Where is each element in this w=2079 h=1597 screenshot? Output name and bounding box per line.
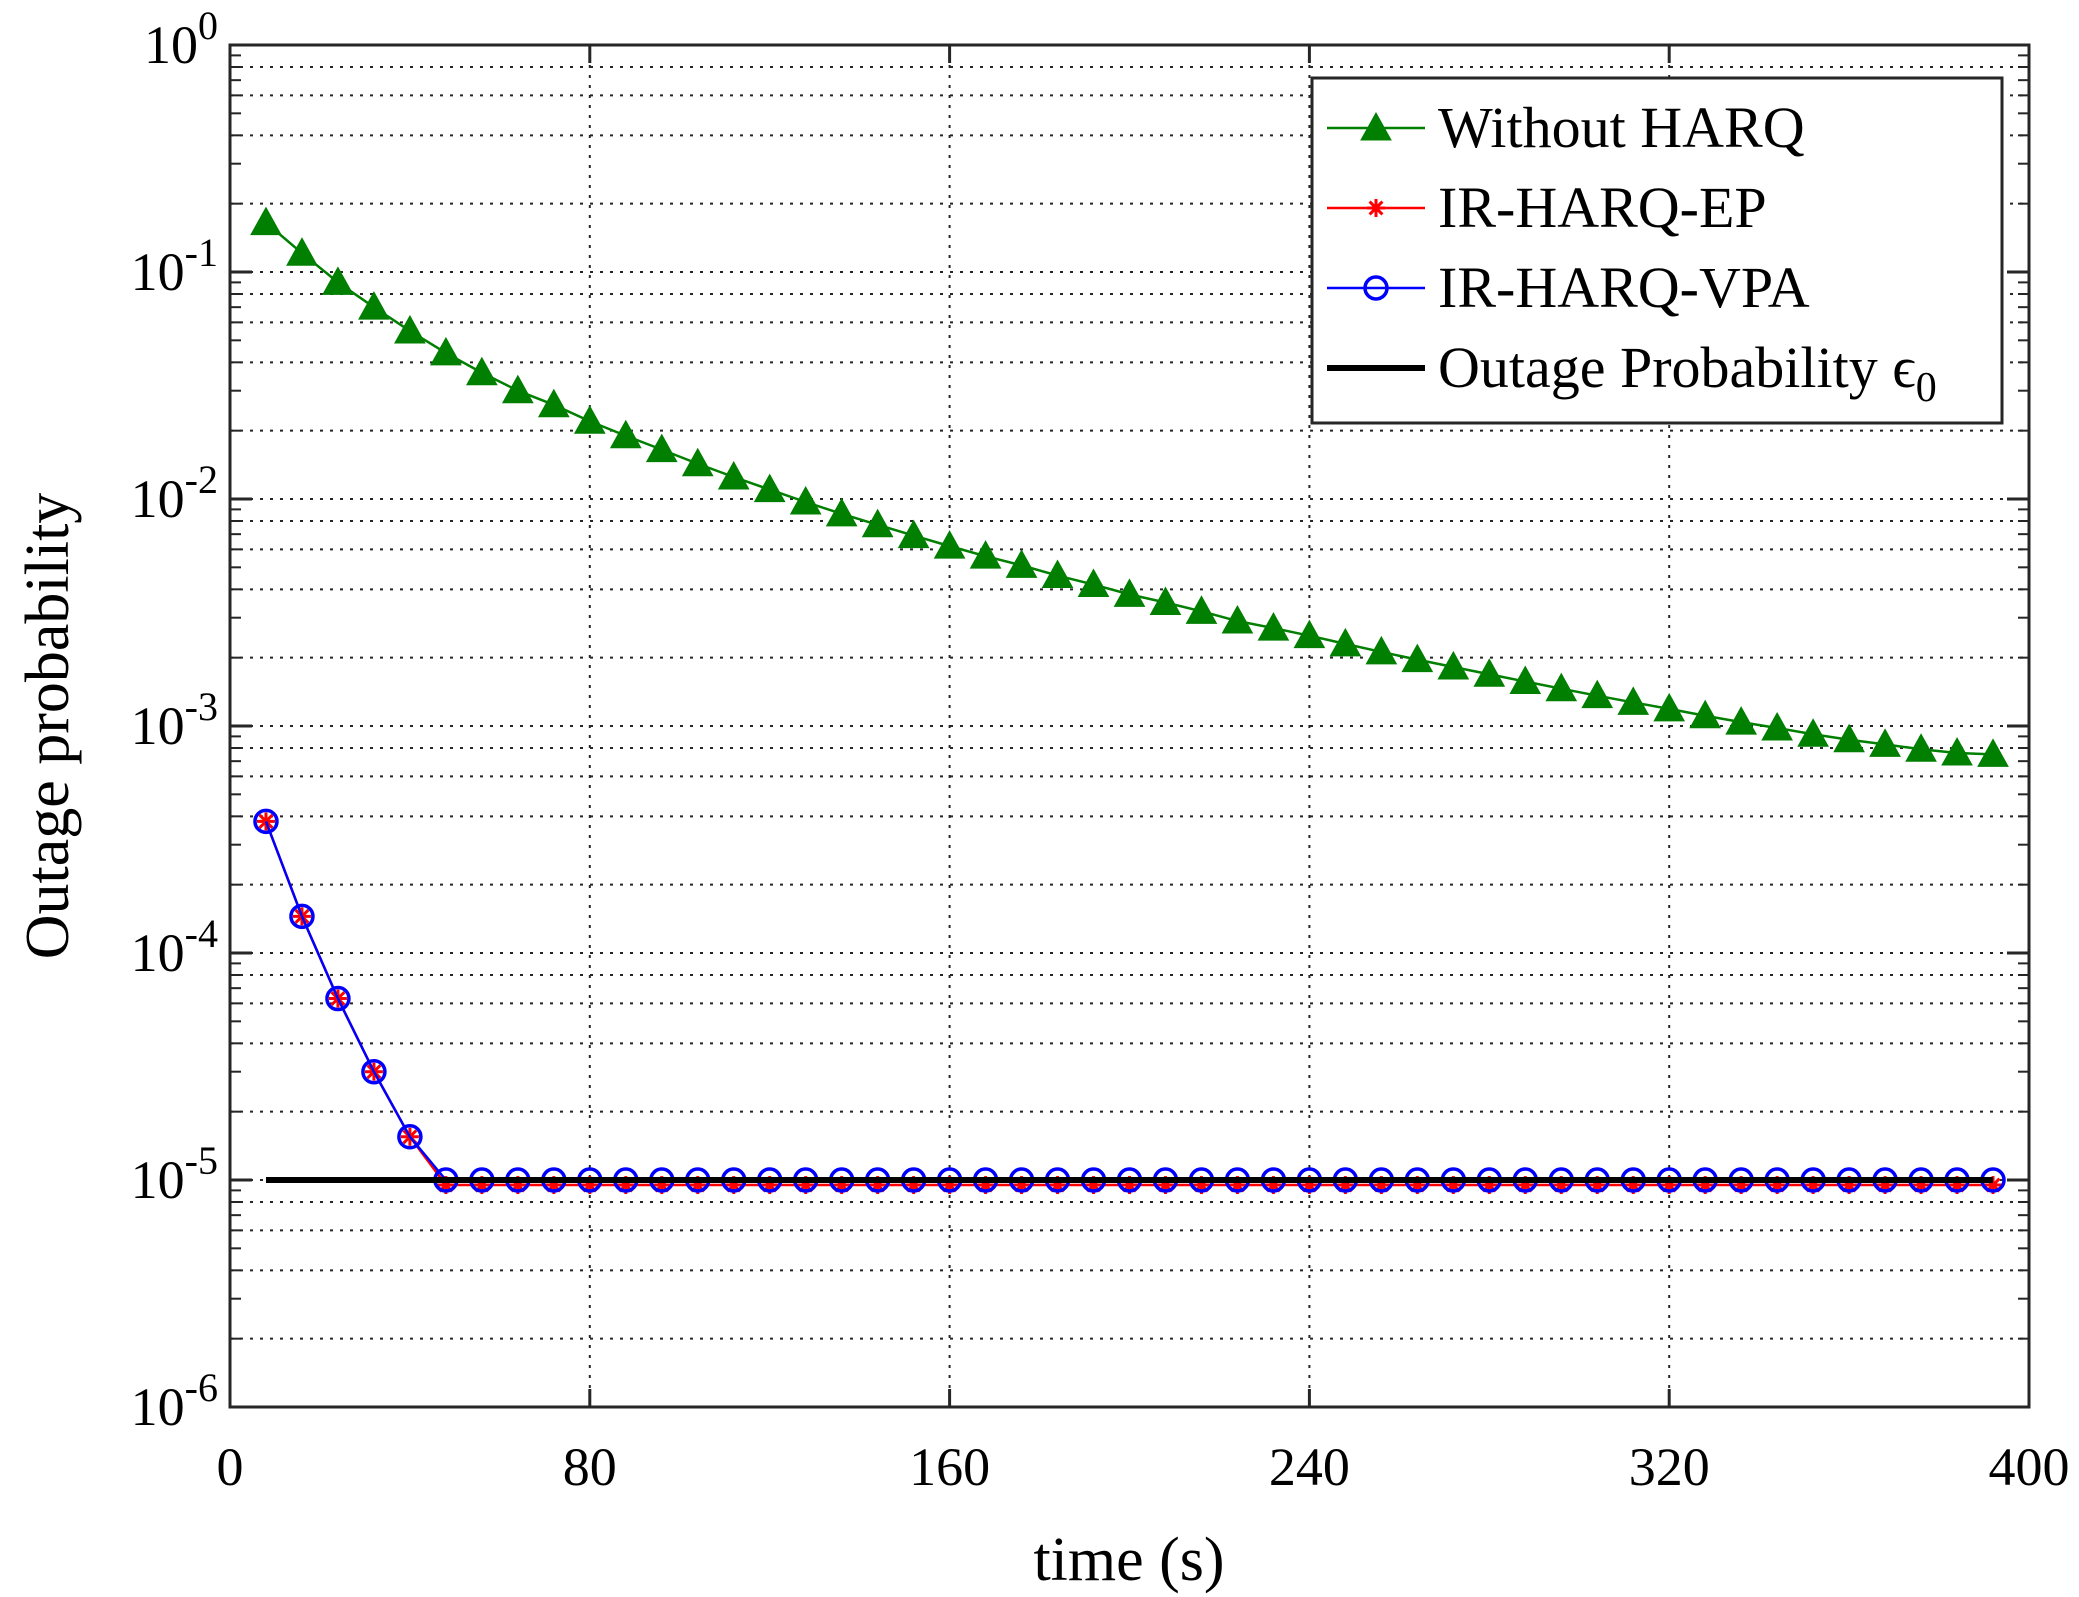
data-point: [1221, 605, 1254, 634]
data-point: [1581, 679, 1614, 709]
y-axis-label: Outage probability: [14, 493, 82, 960]
data-point: [897, 519, 930, 549]
data-point: [325, 985, 351, 1012]
legend-marker: [1363, 275, 1389, 301]
y-tick-label: 10-4: [131, 911, 218, 983]
legend-label: IR-HARQ-VPA: [1438, 255, 1810, 320]
data-point: [1329, 627, 1362, 657]
data-point: [361, 1058, 387, 1085]
data-point: [933, 530, 966, 559]
x-tick-label: 160: [909, 1437, 990, 1497]
y-tick-label: 10-2: [131, 457, 218, 529]
data-point: [1401, 643, 1434, 673]
y-tick-label: 10-1: [131, 230, 218, 302]
data-point: [289, 903, 315, 930]
data-point: [573, 405, 606, 434]
data-point: [322, 266, 354, 295]
legend-box: [1310, 76, 2004, 425]
data-point: [969, 540, 1002, 569]
data-point: [1293, 619, 1326, 649]
legend-label: IR-HARQ-EP: [1438, 175, 1767, 240]
x-tick-label: 320: [1629, 1437, 1710, 1497]
data-point: [1653, 692, 1686, 722]
data-point: [537, 388, 570, 418]
legend-entry: Without HARQ: [1327, 95, 1805, 160]
data-point: [253, 808, 279, 835]
data-point: [1365, 635, 1398, 665]
data-point: [358, 291, 390, 320]
data-point: [681, 447, 714, 477]
series-without-harq: [250, 206, 2009, 767]
plot-frame: [228, 43, 2031, 1409]
legend-label: Without HARQ: [1438, 95, 1805, 160]
legend-marker: [1360, 111, 1392, 141]
data-point: [1113, 578, 1146, 607]
data-point: [1077, 568, 1110, 598]
data-point: [645, 433, 678, 463]
data-point: [1005, 549, 1038, 578]
tick-labels: 0 80 160 240 320 400 100 10-1 10-2 10-3 10-4 10-5 10…: [131, 3, 2070, 1497]
data-point: [1977, 738, 2009, 767]
legend-label: Outage Probability ϵ0: [1438, 335, 1937, 411]
x-tick-label: 240: [1269, 1437, 1350, 1497]
data-point: [789, 485, 822, 515]
data-point: [1833, 723, 1865, 753]
data-point: [1509, 665, 1542, 695]
y-tick-label: 10-3: [131, 684, 218, 756]
data-point: [397, 1124, 423, 1150]
x-tick-label: 80: [563, 1437, 617, 1497]
legend-entry: Outage Probability ϵ0: [1327, 335, 1937, 411]
data-point: [1437, 650, 1470, 680]
legend-entry: IR-HARQ-VPA: [1327, 255, 1810, 320]
data-point: [1689, 699, 1722, 729]
data-point: [1869, 728, 1901, 757]
data-point: [501, 374, 534, 404]
data-point: [1617, 686, 1650, 715]
x-tick-label: 400: [1989, 1437, 2070, 1497]
data-point: [1041, 559, 1074, 589]
grid: [230, 45, 2029, 1407]
data-point: [825, 497, 858, 527]
data-point: [1725, 706, 1758, 735]
data-point: [1545, 672, 1578, 702]
y-tick-label: 100: [144, 3, 218, 75]
data-point: [609, 419, 642, 449]
legend-marker: [1367, 199, 1385, 217]
data-point: [1905, 733, 1937, 762]
series-layer: [250, 206, 2009, 1195]
data-point: [1149, 586, 1182, 615]
data-point: [466, 356, 498, 386]
data-point: [1185, 595, 1218, 624]
data-point: [394, 314, 426, 344]
asterisk-stroke: [1368, 200, 1384, 216]
y-tick-label: 10-5: [131, 1138, 218, 1210]
data-point: [250, 206, 282, 236]
data-point: [286, 237, 318, 266]
y-tick-label: 10-6: [131, 1365, 218, 1437]
data-point: [717, 460, 750, 490]
data-point: [1761, 711, 1793, 741]
data-point: [1797, 718, 1829, 747]
legend-entry: IR-HARQ-EP: [1327, 175, 1767, 240]
data-point: [1473, 658, 1506, 687]
x-tick-label: 0: [217, 1437, 244, 1497]
data-point: [430, 336, 462, 366]
data-point: [1257, 612, 1290, 641]
data-point: [1941, 737, 1973, 766]
x-axis-label: time (s): [1033, 1526, 1224, 1594]
data-point: [753, 473, 786, 503]
data-point: [861, 508, 894, 538]
legend: Without HARQ IR-HARQ-EP IR-HARQ-VPA Outage …: [1310, 76, 2004, 425]
